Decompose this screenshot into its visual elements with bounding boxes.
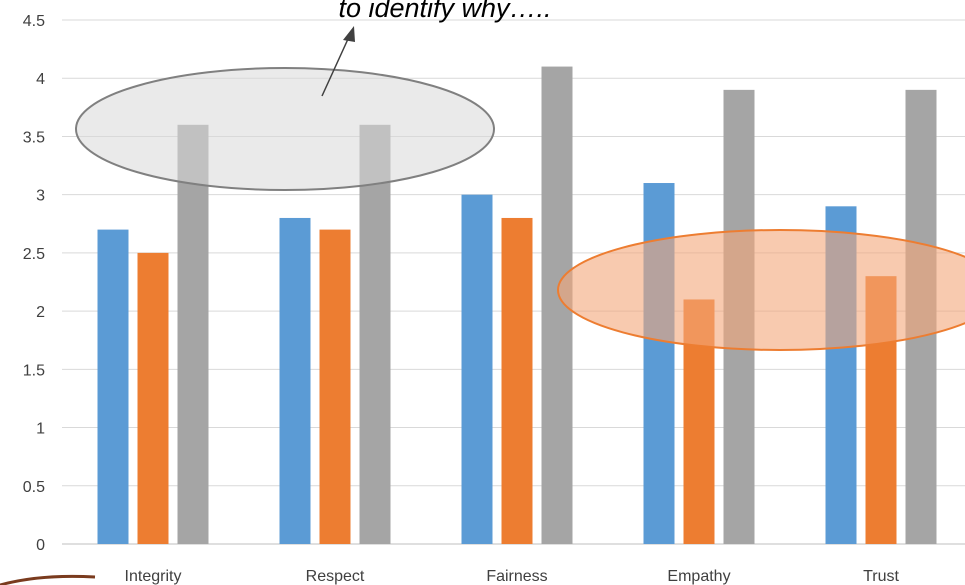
x-tick-label: Integrity <box>125 568 182 585</box>
gray-highlight-ellipse <box>75 67 495 191</box>
corner-swoosh <box>0 574 96 585</box>
bar-respect-series-2 <box>319 229 351 544</box>
bar-fairness-series-1 <box>461 194 493 544</box>
x-tick-label: Trust <box>863 568 899 585</box>
y-tick-label: 4 <box>36 71 45 88</box>
x-tick-label: Empathy <box>667 568 730 585</box>
y-tick-label: 4.5 <box>23 13 45 30</box>
annotation-arrow-head <box>343 26 355 42</box>
y-tick-label: 0.5 <box>23 479 45 496</box>
y-tick-label: 2.5 <box>23 246 45 263</box>
bar-integrity-series-2 <box>137 252 169 544</box>
y-tick-labels: 0 0.5 1 1.5 2 2.5 3 3.5 4 4.5 <box>23 13 45 554</box>
annotation-arrow-line <box>321 38 349 97</box>
orange-highlight-ellipse <box>557 229 965 351</box>
y-tick-label: 1.5 <box>23 362 45 379</box>
highlight-overlays <box>0 26 965 585</box>
annotation-text: to identify why….. <box>338 0 551 23</box>
bar-integrity-series-1 <box>97 229 129 544</box>
bar-respect-series-3 <box>359 124 391 545</box>
y-tick-label: 3.5 <box>23 129 45 146</box>
y-tick-label: 2 <box>36 304 45 321</box>
bar-fairness-series-2 <box>501 217 533 544</box>
bar-respect-series-1 <box>279 217 311 544</box>
y-tick-label: 1 <box>36 421 45 438</box>
x-tick-label: Fairness <box>486 568 547 585</box>
y-tick-label: 0 <box>36 537 45 554</box>
x-tick-labels: Integrity Respect Fairness Empathy Trust <box>125 568 900 585</box>
y-tick-label: 3 <box>36 188 45 205</box>
bars <box>97 66 937 545</box>
x-tick-label: Respect <box>306 568 365 585</box>
bar-integrity-series-3 <box>177 124 209 545</box>
